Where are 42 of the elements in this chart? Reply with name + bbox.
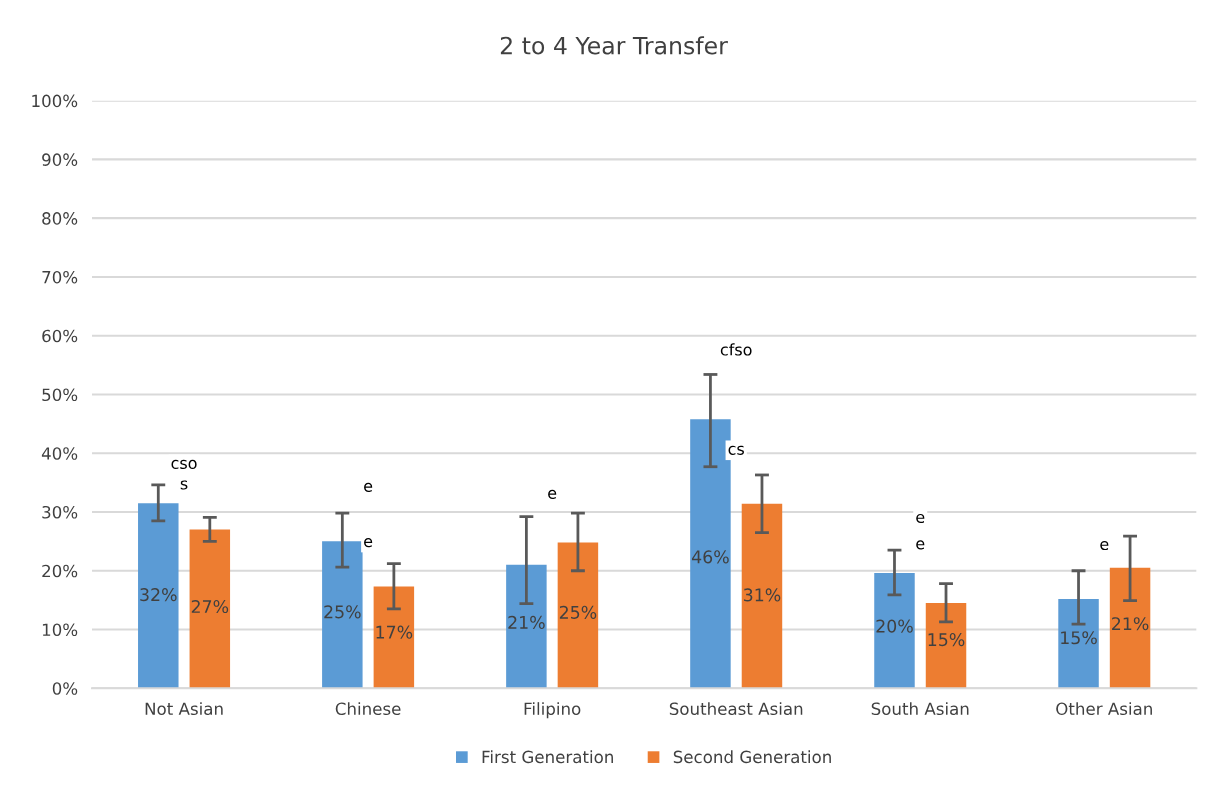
annotation: e	[916, 513, 925, 524]
y-tick-label: 80%	[42, 212, 78, 225]
data-label: 31%	[744, 588, 781, 602]
y-tick-label: 30%	[42, 505, 78, 519]
data-label: 32%	[140, 588, 177, 602]
x-tick-label: Other Asian	[1056, 702, 1152, 716]
annotation: cfso	[720, 343, 752, 356]
data-label: 17%	[376, 625, 413, 639]
chart-title: 2 to 4 Year Transfer	[500, 36, 728, 55]
y-tick-label: 60%	[42, 329, 78, 343]
data-label: 25%	[324, 605, 361, 619]
annotation: e	[364, 538, 373, 548]
y-tick-label: 50%	[42, 388, 78, 402]
data-label: 20%	[876, 619, 913, 633]
x-tick-label: Southeast Asian	[669, 702, 803, 716]
x-tick-label: South Asian	[871, 702, 969, 716]
y-tick-label: 0%	[52, 682, 78, 695]
data-label: 25%	[559, 605, 597, 619]
y-tick-label: 100%	[32, 94, 78, 108]
data-label: 27%	[191, 599, 229, 614]
y-tick-label: 10%	[42, 623, 78, 637]
data-label: 21%	[508, 615, 545, 629]
annotation: cs	[728, 445, 744, 455]
annotation: e	[916, 540, 925, 550]
legend-label: Second Generation	[673, 750, 831, 764]
y-tick-label: 90%	[42, 153, 78, 166]
y-tick-label: 70%	[42, 270, 78, 284]
annotation: e	[1100, 540, 1109, 551]
x-tick-label: Chinese	[335, 702, 401, 716]
x-tick-label: Not Asian	[145, 702, 223, 716]
data-label: 15%	[928, 633, 965, 647]
data-label: 21%	[1112, 617, 1149, 631]
x-tick-label: Filipino	[524, 702, 581, 719]
data-label: 46%	[691, 550, 729, 564]
annotation: cso	[171, 459, 197, 470]
annotation: s	[180, 480, 188, 490]
annotation: e	[364, 482, 373, 492]
annotation: e	[548, 489, 557, 499]
y-tick-label: 40%	[41, 447, 78, 460]
legend-label: First Generation	[482, 750, 613, 764]
data-label: 15%	[1061, 631, 1097, 645]
y-tick-label: 20%	[42, 564, 78, 578]
